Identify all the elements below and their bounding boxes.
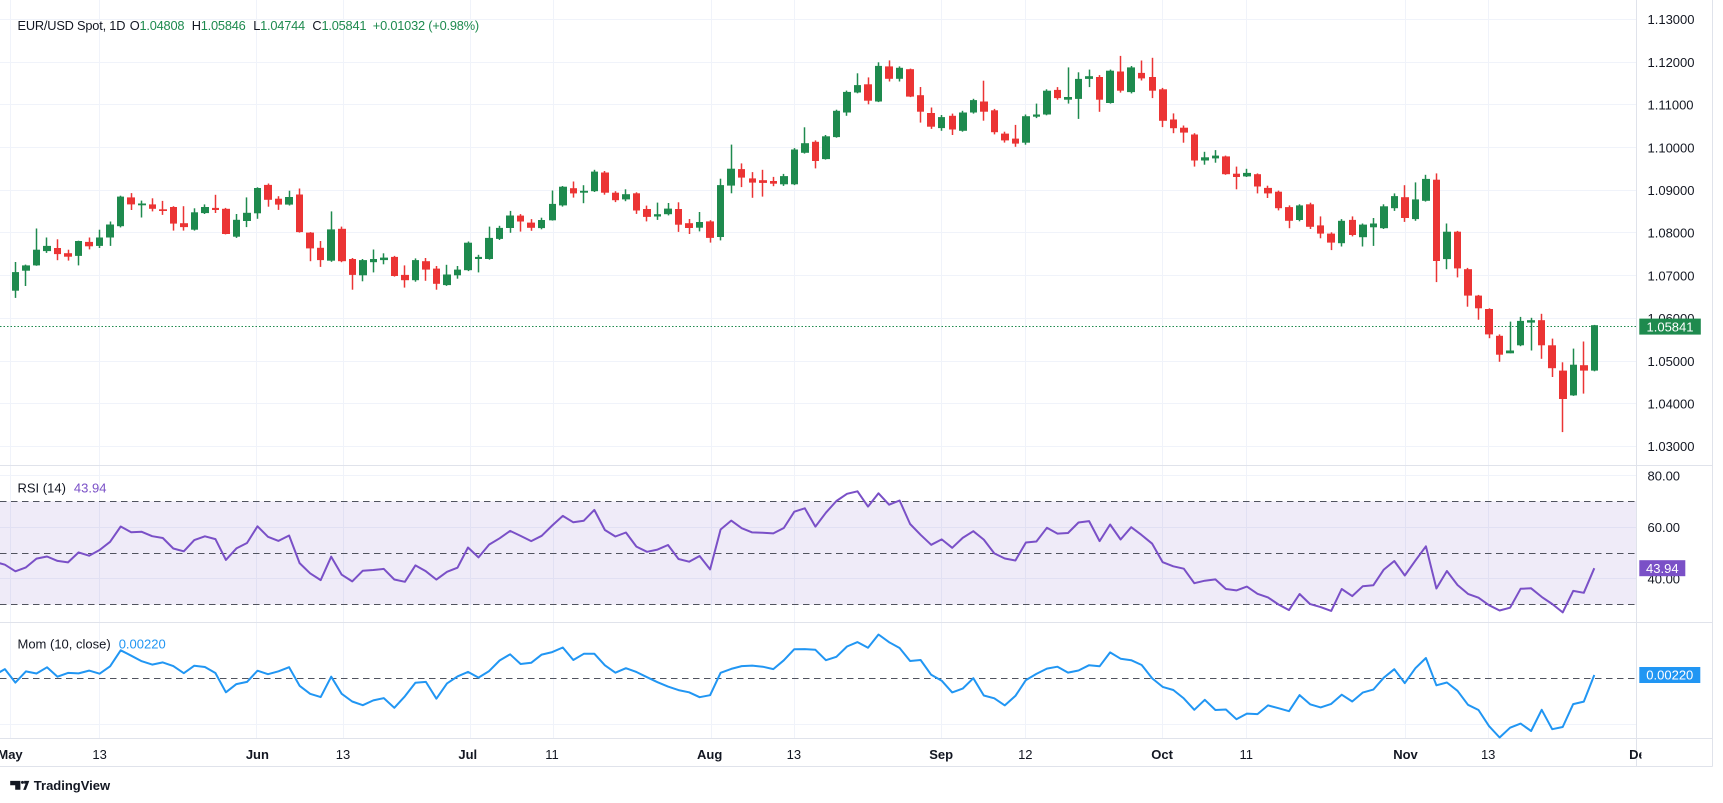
svg-text:1.04000: 1.04000 — [1648, 397, 1695, 412]
svg-text:Dec: Dec — [1629, 747, 1653, 762]
svg-text:Oct: Oct — [1151, 747, 1173, 762]
svg-text:1.07000: 1.07000 — [1648, 268, 1695, 283]
svg-text:13: 13 — [787, 747, 801, 762]
svg-text:13: 13 — [1481, 747, 1495, 762]
svg-text:11: 11 — [1239, 747, 1253, 762]
svg-text:Sep: Sep — [929, 747, 953, 762]
svg-text:RSI (14)43.94: RSI (14) 43.94 — [18, 481, 107, 496]
svg-text:1.08000: 1.08000 — [1648, 226, 1695, 241]
svg-text:13: 13 — [92, 747, 106, 762]
svg-text:11: 11 — [545, 747, 559, 762]
svg-text:Mom (10, close)0.00220: Mom (10, close) 0.00220 — [18, 637, 166, 652]
svg-text:0.00220: 0.00220 — [1646, 668, 1693, 683]
svg-text:1.05841: 1.05841 — [1647, 319, 1694, 334]
svg-text:TradingView: TradingView — [34, 778, 111, 793]
svg-text:13: 13 — [336, 747, 350, 762]
svg-text:1.09000: 1.09000 — [1648, 183, 1695, 198]
svg-text:12: 12 — [1018, 747, 1032, 762]
svg-text:Jun: Jun — [246, 747, 269, 762]
svg-text:1.12000: 1.12000 — [1648, 55, 1695, 70]
svg-text:1.11000: 1.11000 — [1648, 98, 1694, 113]
svg-text:80.00: 80.00 — [1648, 468, 1681, 483]
svg-text:1.10000: 1.10000 — [1648, 140, 1695, 155]
svg-text:1.03000: 1.03000 — [1648, 439, 1695, 454]
svg-text:Nov: Nov — [1393, 747, 1418, 762]
svg-text:1.05000: 1.05000 — [1648, 354, 1695, 369]
svg-text:May: May — [0, 747, 23, 762]
svg-text:1.13000: 1.13000 — [1648, 12, 1695, 27]
svg-text:Jul: Jul — [458, 747, 477, 762]
svg-text:60.00: 60.00 — [1648, 520, 1681, 535]
svg-text:43.94: 43.94 — [1646, 561, 1679, 576]
svg-text:Aug: Aug — [697, 747, 722, 762]
